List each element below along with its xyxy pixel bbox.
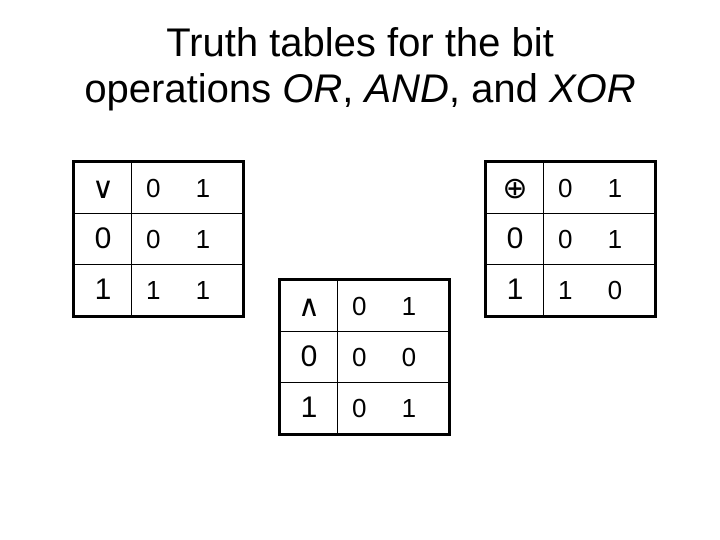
- xor-row0-label: 0: [486, 214, 544, 265]
- or-row1-label: 1: [74, 265, 132, 317]
- title-text-1: Truth tables for the bit: [166, 21, 554, 65]
- title-op-xor: XOR: [549, 67, 636, 111]
- or-row0-values: 0 1: [132, 214, 244, 265]
- truth-table-and: ∧ 0 1 0 0 0 1 0 1: [278, 278, 451, 436]
- table-row: 1 0 1: [280, 383, 450, 435]
- and-row1-label: 1: [280, 383, 338, 435]
- and-row0-values: 0 0: [338, 332, 450, 383]
- table-row: ∨ 0 1: [74, 162, 244, 214]
- table-row: 1 1 1: [74, 265, 244, 317]
- title-comma-2: , and: [449, 67, 549, 111]
- table-row: 0 0 1: [74, 214, 244, 265]
- title-op-and: AND: [364, 67, 448, 111]
- or-header: 0 1: [132, 162, 244, 214]
- or-row0-label: 0: [74, 214, 132, 265]
- xor-header: 0 1: [544, 162, 656, 214]
- xor-row1-values: 1 0: [544, 265, 656, 317]
- table-row: 0 0 1: [486, 214, 656, 265]
- and-row1-values: 0 1: [338, 383, 450, 435]
- truth-table-xor: ⊕ 0 1 0 0 1 1 1 0: [484, 160, 657, 318]
- and-header: 0 1: [338, 280, 450, 332]
- or-symbol: ∨: [74, 162, 132, 214]
- and-row0-label: 0: [280, 332, 338, 383]
- xor-row1-label: 1: [486, 265, 544, 317]
- table-row: ∧ 0 1: [280, 280, 450, 332]
- title-comma-1: ,: [342, 67, 364, 111]
- and-symbol: ∧: [280, 280, 338, 332]
- slide: Truth tables for the bit operations OR , …: [0, 0, 720, 540]
- xor-symbol: ⊕: [486, 162, 544, 214]
- title-op-or: OR: [282, 67, 342, 111]
- xor-row0-values: 0 1: [544, 214, 656, 265]
- page-title: Truth tables for the bit operations OR , …: [0, 20, 720, 112]
- table-row: 0 0 0: [280, 332, 450, 383]
- truth-table-or: ∨ 0 1 0 0 1 1 1 1: [72, 160, 245, 318]
- table-row: 1 1 0: [486, 265, 656, 317]
- table-row: ⊕ 0 1: [486, 162, 656, 214]
- title-text-2a: operations: [84, 67, 282, 111]
- or-row1-values: 1 1: [132, 265, 244, 317]
